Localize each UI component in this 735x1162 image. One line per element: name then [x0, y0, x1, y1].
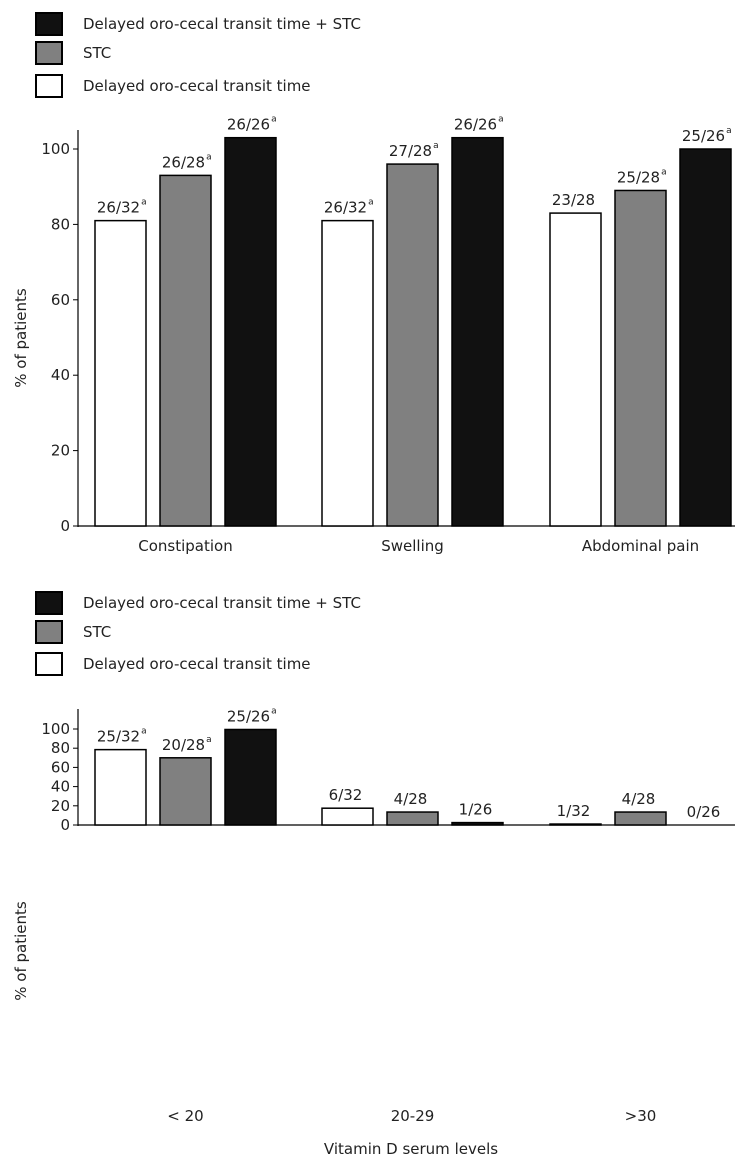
legend-label-3: Delayed oro-cecal transit time [83, 655, 311, 673]
legend-label-2: STC [83, 44, 111, 62]
legend: Delayed oro-cecal transit time + STC STC D… [35, 591, 361, 676]
bar-1-3 [549, 212, 602, 527]
data-label: 25/26 [682, 127, 725, 145]
category-label: Swelling [381, 537, 444, 555]
category-label: >30 [625, 1107, 657, 1125]
data-label: 26/32 [97, 199, 140, 217]
bar-1-2 [321, 807, 374, 826]
legend-swatch-2 [35, 41, 63, 65]
data-label: 25/32 [97, 728, 140, 746]
category-label: Constipation [138, 537, 232, 555]
y-tick-label: 100 [41, 140, 70, 158]
bar-3-2 [451, 821, 504, 826]
data-label: 6/32 [329, 786, 363, 804]
data-label-superscript: a [141, 198, 147, 208]
data-label-superscript: a [368, 198, 374, 208]
bar-2-3 [614, 811, 667, 826]
bar-2-1 [159, 174, 212, 527]
x-axis-label: Vitamin D serum levels [324, 1140, 498, 1158]
legend-swatch-2 [35, 620, 63, 644]
data-label-superscript: a [206, 152, 212, 162]
y-tick-label: 100 [41, 720, 70, 738]
data-label: 26/26 [454, 116, 497, 134]
y-tick-label: 40 [51, 778, 70, 796]
data-label-superscript: a [206, 735, 212, 745]
data-label-superscript: a [661, 167, 667, 177]
bar-2-2 [386, 811, 439, 826]
bar-2-3 [614, 189, 667, 527]
legend-label-3: Delayed oro-cecal transit time [83, 77, 311, 95]
chart-bottom: Delayed oro-cecal transit time + STC STC D… [12, 591, 735, 1158]
category-label: < 20 [167, 1107, 203, 1125]
bar-1-3 [549, 823, 602, 826]
bars: 25/32 a20/28 a25/26 a6/32 4/281/26 1/324/280/… [94, 706, 721, 826]
legend-label-1: Delayed oro-cecal transit time + STC [83, 594, 361, 612]
y-ticks: 0 20 40 60 80 100 [41, 140, 78, 535]
legend-swatch-3 [35, 74, 63, 98]
data-label: 26/28 [162, 153, 205, 171]
bar-2-2 [386, 163, 439, 527]
bar-3-2 [451, 136, 504, 527]
data-label: 4/28 [622, 790, 656, 808]
data-label: 1/32 [557, 802, 591, 820]
bar-3-1 [224, 136, 277, 527]
y-tick-label: 60 [51, 758, 70, 776]
data-label: 25/28 [617, 168, 660, 186]
y-axis-label: % of patients [12, 901, 30, 1001]
bar-1-1 [94, 748, 147, 826]
data-label-superscript: a [271, 115, 277, 125]
bars: 26/32 a26/28 a26/26 a26/32 a27/28 a26/26 a23/2… [94, 115, 732, 527]
category-label: Abdominal pain [582, 537, 699, 555]
y-tick-label: 0 [60, 517, 70, 535]
data-label: 25/26 [227, 707, 270, 725]
y-tick-label: 20 [51, 442, 70, 460]
legend-swatch-1 [35, 12, 63, 36]
y-tick-label: 0 [60, 816, 70, 834]
data-label: 23/28 [552, 191, 595, 209]
category-label: 20-29 [391, 1107, 435, 1125]
bar-1-2 [321, 219, 374, 527]
bar-3-1 [224, 728, 277, 826]
legend: Delayed oro-cecal transit time + STC STC D… [35, 12, 361, 98]
data-label: 4/28 [394, 790, 428, 808]
data-label-superscript: a [433, 141, 439, 151]
data-label-superscript: a [726, 126, 732, 136]
bar-3-3 [679, 148, 732, 527]
data-label: 20/28 [162, 736, 205, 754]
y-tick-label: 20 [51, 797, 70, 815]
legend-label-1: Delayed oro-cecal transit time + STC [83, 15, 361, 33]
legend-label-2: STC [83, 623, 111, 641]
legend-swatch-3 [35, 652, 63, 676]
data-label-superscript: a [271, 706, 277, 716]
y-axis-label: % of patients [12, 288, 30, 388]
chart-top: Delayed oro-cecal transit time + STC STC D… [12, 12, 735, 555]
y-tick-label: 40 [51, 366, 70, 384]
data-label: 1/26 [459, 801, 493, 819]
y-tick-label: 80 [51, 215, 70, 233]
y-tick-label: 80 [51, 739, 70, 757]
data-label-superscript: a [498, 115, 504, 125]
data-label-superscript: a [141, 727, 147, 737]
y-tick-label: 60 [51, 291, 70, 309]
data-label: 26/32 [324, 199, 367, 217]
bar-1-1 [94, 219, 147, 527]
data-label: 27/28 [389, 142, 432, 160]
data-label: 0/26 [687, 803, 721, 821]
data-label: 26/26 [227, 116, 270, 134]
legend-swatch-1 [35, 591, 63, 615]
bar-2-1 [159, 757, 212, 826]
